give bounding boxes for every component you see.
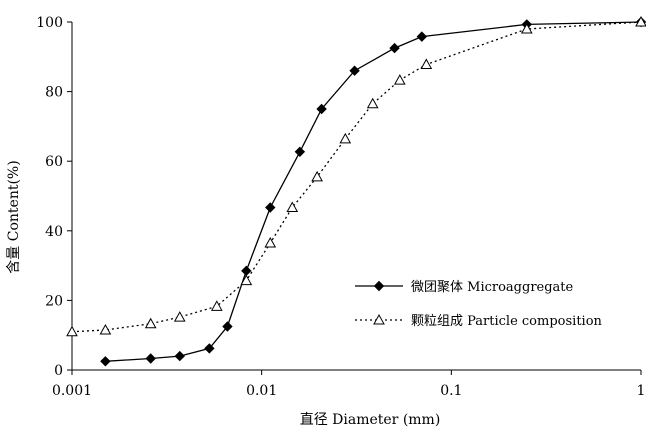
data-point [420,58,433,69]
y-tick-label: 60 [45,154,63,170]
y-axis-ticks: 0 20 40 60 80 100 [36,15,72,379]
y-tick-label: 80 [45,85,63,101]
data-point [66,325,78,337]
y-tick-label: 20 [45,293,63,309]
data-point [520,22,533,34]
series-2 [66,15,646,337]
data-point [393,74,406,85]
series-1 [100,16,646,367]
x-tick-label: 1 [637,383,646,399]
data-point [174,350,185,362]
data-point [222,321,233,332]
data-point [416,31,428,42]
data-point [173,311,186,322]
axes [71,22,641,371]
data-point [145,353,156,364]
data-point [240,274,253,286]
data-point [144,317,157,329]
x-axis-title: 直径 Diameter (mm) [300,411,441,428]
data-point [349,65,360,76]
y-tick-label: 0 [54,363,63,379]
y-tick-label: 40 [45,224,63,240]
data-point [366,97,379,109]
data-point [241,265,252,277]
data-point [311,170,323,182]
series-line [71,21,642,333]
x-axis-ticks: 0.001 0.01 0.1 1 [52,370,646,399]
data-point [389,42,400,54]
x-tick-label: 0.01 [246,383,277,399]
data-point [264,236,277,248]
data-point [99,323,112,335]
data-point [204,343,215,354]
x-tick-label: 0.1 [440,383,462,399]
data-point [635,15,646,27]
legend-label: 微团聚体 Microaggregate [411,280,574,295]
series-layer [66,15,646,367]
data-point [210,300,223,311]
data-point [100,356,111,367]
y-axis-title: 含量 Content(%) [6,160,22,273]
legend: 微团聚体 Microaggregate 颗粒组成 Particle composi… [355,280,603,329]
series-line [105,21,642,362]
data-point [373,280,385,292]
legend-label: 颗粒组成 Particle composition [411,314,603,329]
data-point [316,103,327,115]
y-tick-label: 100 [36,15,63,31]
data-point [265,202,276,213]
data-point [294,146,306,158]
data-point [373,313,385,325]
data-point [339,132,352,144]
x-tick-label: 0.001 [52,383,92,399]
data-point [286,201,299,212]
